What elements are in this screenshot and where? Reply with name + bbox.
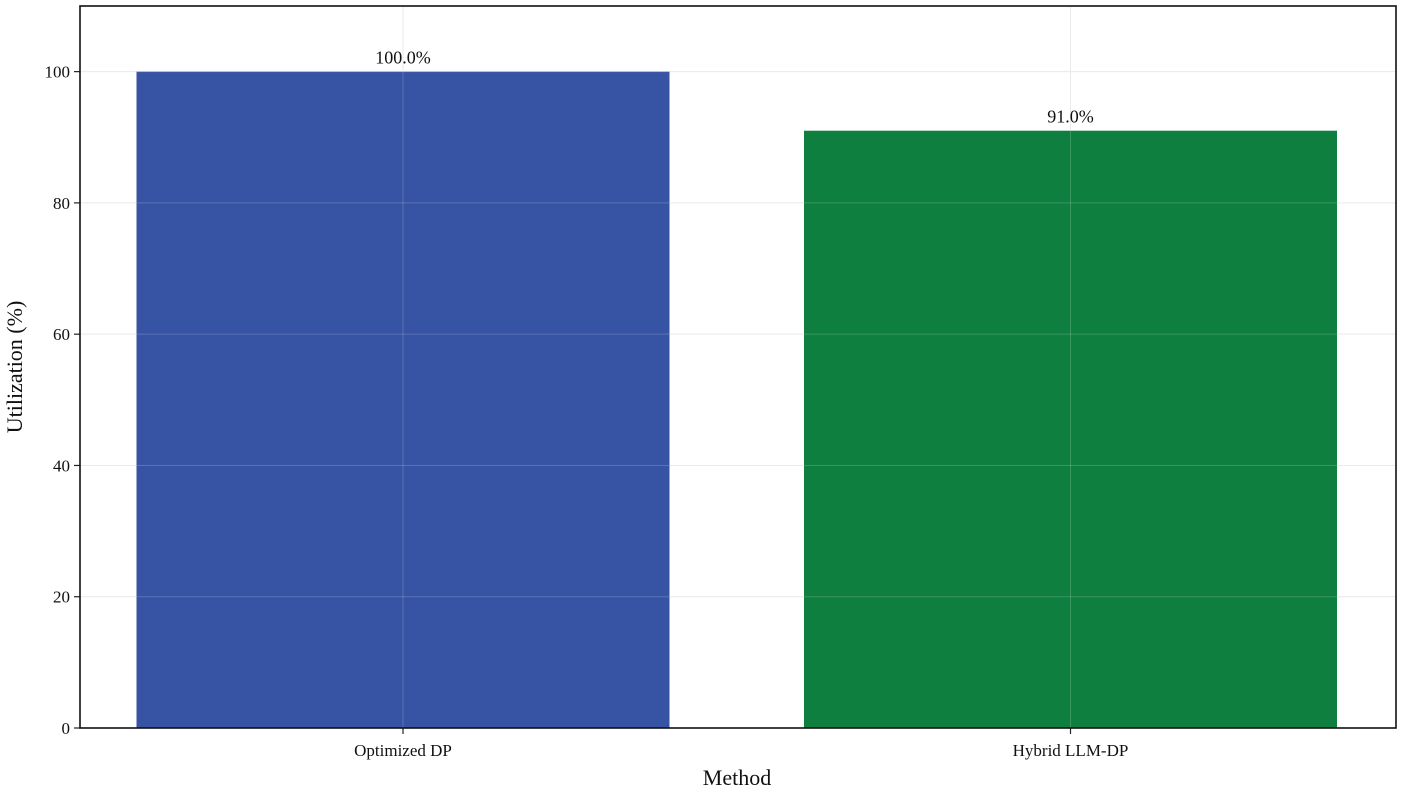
y-tick-label: 80	[53, 194, 70, 213]
x-tick-label: Optimized DP	[354, 741, 452, 760]
data-labels: 100.0% 91.0%	[375, 48, 1094, 127]
bar-optimized-dp	[136, 71, 670, 729]
x-axis-title: Method	[703, 765, 771, 790]
y-tick-label: 20	[53, 588, 70, 607]
x-tick-label: Hybrid LLM-DP	[1013, 741, 1129, 760]
y-axis: 0 20 40 60 80 100	[45, 63, 80, 738]
bar-value-label: 100.0%	[375, 48, 431, 68]
bar-value-label: 91.0%	[1047, 107, 1094, 127]
plot-frame	[79, 5, 1397, 729]
bars-group	[136, 71, 1337, 729]
y-tick-label: 0	[62, 719, 71, 738]
bar-hybrid-llm-dp	[804, 130, 1337, 728]
y-tick-label: 60	[53, 325, 70, 344]
y-tick-label: 40	[53, 456, 70, 475]
y-tick-label: 100	[45, 63, 71, 82]
x-axis: Optimized DP Hybrid LLM-DP	[354, 728, 1128, 760]
y-axis-title: Utilization (%)	[2, 301, 27, 434]
